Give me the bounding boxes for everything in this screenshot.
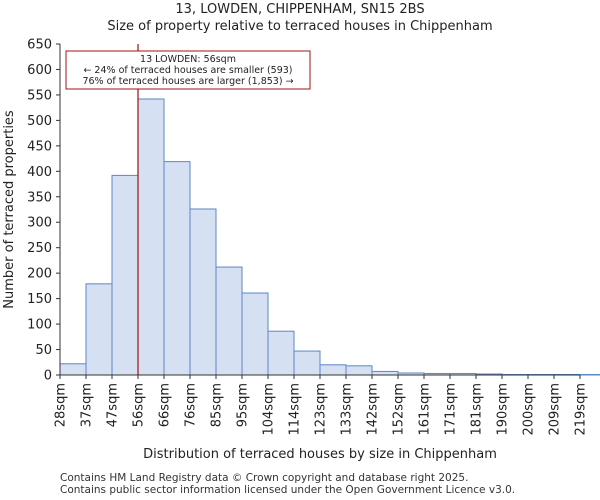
chart-subtitle: Size of property relative to terraced ho…	[107, 19, 493, 34]
x-tick-label: 219sqm	[574, 383, 589, 436]
x-tick-label: 171sqm	[444, 383, 459, 436]
histogram-bar	[85, 283, 113, 376]
y-tick-label: 650	[27, 38, 52, 53]
y-tick-label: 550	[27, 88, 52, 103]
annotation-line: ← 24% of terraced houses are smaller (59…	[83, 65, 292, 76]
x-tick-label: 181sqm	[470, 383, 485, 436]
x-tick-label: 47sqm	[106, 383, 121, 427]
histogram-bar	[293, 350, 321, 376]
x-tick-label: 85sqm	[210, 383, 225, 427]
x-tick-label: 152sqm	[392, 383, 407, 436]
y-tick-label: 350	[27, 190, 52, 205]
histogram-bar	[189, 208, 217, 376]
histogram-bar	[59, 363, 87, 376]
x-tick-label: 114sqm	[288, 383, 303, 436]
y-tick-label: 0	[44, 369, 52, 384]
histogram-bar	[345, 365, 373, 376]
y-tick-label: 450	[27, 139, 52, 154]
histogram-bar	[241, 292, 269, 376]
x-tick-label: 56sqm	[132, 383, 147, 427]
y-axis-label: Number of terraced properties	[2, 110, 17, 309]
histogram-bar	[371, 370, 399, 376]
x-tick-label: 66sqm	[158, 383, 173, 427]
x-tick-label: 200sqm	[522, 383, 537, 436]
x-tick-label: 209sqm	[548, 383, 563, 436]
x-tick-label: 133sqm	[340, 383, 355, 436]
x-tick-label: 76sqm	[184, 383, 199, 427]
annotation-box	[65, 50, 311, 90]
x-tick-label: 37sqm	[80, 383, 95, 427]
histogram-bar	[215, 266, 243, 376]
footer-line-2: Contains public sector information licen…	[60, 484, 516, 496]
annotation-line: 13 LOWDEN: 56sqm	[140, 54, 236, 65]
x-tick-label: 104sqm	[262, 383, 277, 436]
histogram-bar	[579, 373, 600, 376]
annotation-line: 76% of terraced houses are larger (1,853…	[82, 76, 293, 87]
x-tick-label: 95sqm	[236, 383, 251, 427]
x-axis-label: Distribution of terraced houses by size …	[143, 447, 497, 462]
y-tick-label: 150	[27, 292, 52, 307]
y-tick-label: 500	[27, 114, 52, 129]
histogram-bar	[267, 330, 295, 376]
histogram-bar	[319, 364, 347, 376]
y-tick-label: 400	[27, 165, 52, 180]
y-tick-label: 250	[27, 241, 52, 256]
x-tick-label: 190sqm	[496, 383, 511, 436]
y-tick-label: 100	[27, 318, 52, 333]
footer-line-1: Contains HM Land Registry data © Crown c…	[60, 472, 469, 484]
histogram-bar	[163, 161, 191, 376]
x-tick-label: 123sqm	[314, 383, 329, 436]
y-tick-label: 50	[35, 343, 52, 358]
x-tick-label: 161sqm	[418, 383, 433, 436]
histogram-bar	[111, 174, 139, 376]
chart-title: 13, LOWDEN, CHIPPENHAM, SN15 2BS	[175, 2, 425, 17]
histogram-bar	[137, 98, 165, 376]
y-tick-label: 300	[27, 216, 52, 231]
y-tick-label: 600	[27, 63, 52, 78]
y-tick-label: 200	[27, 267, 52, 282]
x-tick-label: 142sqm	[366, 383, 381, 436]
x-tick-label: 28sqm	[54, 383, 69, 427]
